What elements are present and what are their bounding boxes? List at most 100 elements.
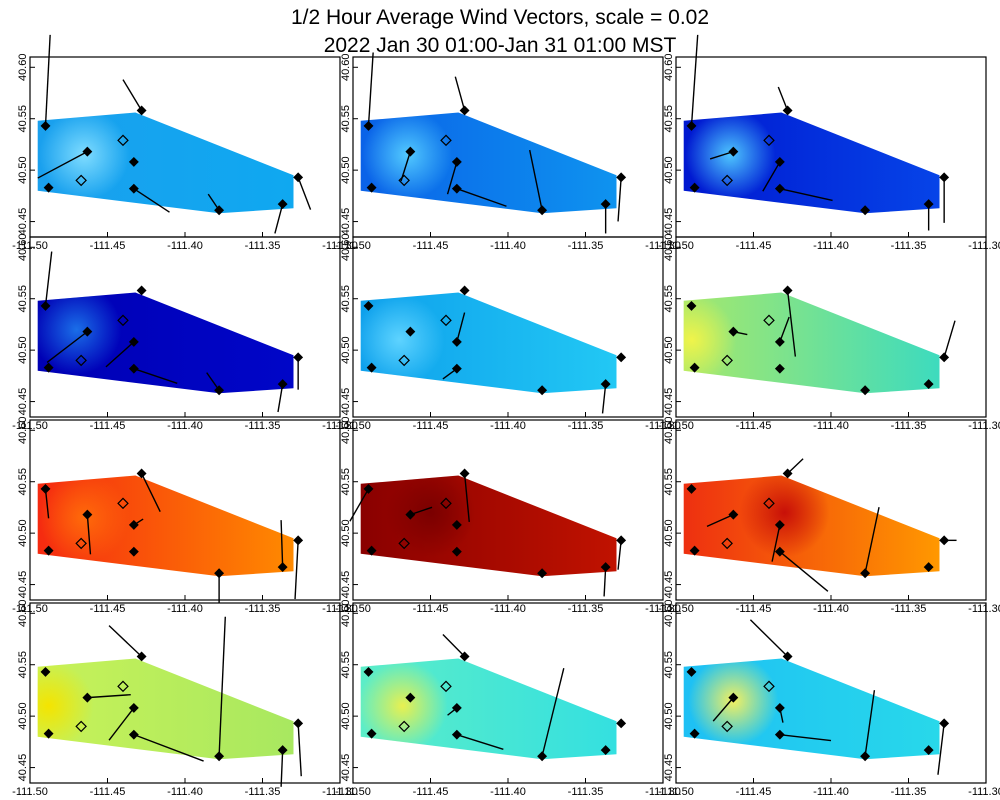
x-tick-label: -111.35 bbox=[891, 603, 927, 615]
wind-vector bbox=[617, 177, 622, 222]
station-marker bbox=[128, 183, 139, 194]
y-tick-label: 40.55 bbox=[663, 651, 675, 679]
wind-vector bbox=[779, 316, 790, 343]
station-marker bbox=[128, 729, 139, 740]
x-tick-label: -111.40 bbox=[490, 786, 526, 798]
station-marker bbox=[363, 483, 374, 494]
y-tick-label: 40.55 bbox=[17, 651, 29, 679]
station-marker bbox=[616, 718, 627, 729]
wind-panel: -111.50-111.45-111.40-111.35-111.3040.45… bbox=[335, 417, 681, 615]
open-station-marker bbox=[721, 354, 733, 367]
station-marker bbox=[451, 363, 462, 374]
wind-panel: -111.50-111.45-111.40-111.35-111.3040.45… bbox=[658, 600, 1000, 798]
station-marker bbox=[459, 651, 470, 662]
wind-field-highlight bbox=[360, 112, 617, 214]
y-tick-label: 40.55 bbox=[663, 285, 675, 313]
station-marker bbox=[128, 546, 139, 557]
x-tick-label: -111.30 bbox=[968, 786, 1000, 798]
wind-vector bbox=[864, 507, 880, 574]
station-marker bbox=[277, 199, 288, 210]
station-marker bbox=[537, 385, 548, 396]
wind-vector bbox=[122, 79, 143, 111]
x-tick-label: -111.35 bbox=[568, 603, 604, 615]
y-tick-label: 40.55 bbox=[17, 105, 29, 133]
y-tick-label: 40.60 bbox=[663, 54, 675, 82]
wind-field-highlight bbox=[37, 475, 294, 577]
wind-vector bbox=[529, 149, 543, 211]
station-marker bbox=[774, 702, 785, 713]
station-marker bbox=[214, 385, 225, 396]
station-marker bbox=[43, 728, 54, 739]
x-tick-label: -111.45 bbox=[736, 603, 772, 615]
x-tick-label: -111.35 bbox=[568, 420, 604, 432]
wind-vector bbox=[206, 372, 220, 391]
wind-vector bbox=[297, 723, 302, 777]
wind-vector bbox=[779, 187, 833, 202]
y-tick-label: 40.45 bbox=[663, 754, 675, 782]
wind-vector bbox=[601, 384, 607, 414]
wind-vector bbox=[712, 697, 734, 722]
station-marker bbox=[451, 156, 462, 167]
wind-panel: -111.50-111.45-111.40-111.35-111.3040.45… bbox=[12, 234, 358, 432]
wind-vector bbox=[108, 625, 143, 657]
open-station-marker bbox=[117, 680, 129, 693]
wind-vector bbox=[86, 514, 92, 555]
station-marker bbox=[128, 156, 139, 167]
wind-panel: -111.50-111.45-111.40-111.35-111.3040.45… bbox=[658, 34, 1000, 252]
station-marker bbox=[451, 183, 462, 194]
wind-field-highlight bbox=[683, 475, 940, 577]
station-marker bbox=[860, 385, 871, 396]
wind-vector bbox=[44, 251, 53, 306]
station-marker bbox=[214, 205, 225, 216]
station-marker bbox=[366, 362, 377, 373]
station-marker bbox=[774, 546, 785, 557]
y-tick-label: 40.60 bbox=[340, 234, 352, 262]
station-marker bbox=[939, 352, 950, 363]
station-marker bbox=[923, 199, 934, 210]
x-tick-label: -111.35 bbox=[568, 786, 604, 798]
wind-vector bbox=[44, 34, 51, 126]
x-tick-label: -111.40 bbox=[167, 420, 203, 432]
open-station-marker bbox=[398, 720, 410, 733]
x-tick-label: -111.40 bbox=[167, 786, 203, 798]
wind-vector bbox=[400, 151, 412, 182]
x-tick-label: -111.40 bbox=[813, 786, 849, 798]
open-station-marker bbox=[75, 720, 87, 733]
wind-vector bbox=[280, 750, 284, 787]
station-marker bbox=[405, 146, 416, 157]
wind-vector bbox=[367, 52, 374, 126]
panel-grid: -111.50 -111.45 -111.40 -111.35 -111.30 40.45… bbox=[12, 34, 1000, 798]
wind-panel: -111.50-111.45-111.40-111.35-111.3040.45… bbox=[12, 417, 358, 615]
open-station-marker bbox=[75, 174, 87, 187]
y-tick-label: 40.50 bbox=[340, 336, 352, 364]
x-tick-label: -111.35 bbox=[245, 420, 281, 432]
station-marker bbox=[363, 666, 374, 677]
wind-vector bbox=[771, 524, 781, 562]
x-tick-label: -111.30 bbox=[322, 786, 358, 798]
open-station-marker bbox=[117, 497, 129, 510]
station-marker bbox=[459, 285, 470, 296]
y-tick-label: 40.60 bbox=[340, 600, 352, 628]
station-marker bbox=[774, 363, 785, 374]
chart-title: 1/2 Hour Average Wind Vectors, scale = 0… bbox=[291, 6, 709, 29]
wind-vector bbox=[456, 733, 504, 751]
wind-panel: -111.50-111.45-111.40-111.35-111.3040.45… bbox=[12, 600, 358, 798]
station-marker bbox=[214, 568, 225, 579]
y-tick-label: 40.45 bbox=[17, 388, 29, 416]
y-tick-label: 40.50 bbox=[17, 336, 29, 364]
station-marker bbox=[82, 692, 93, 703]
y-tick-label: 40.50 bbox=[17, 156, 29, 184]
wind-vector bbox=[690, 34, 699, 126]
station-marker bbox=[293, 172, 304, 183]
station-marker bbox=[451, 729, 462, 740]
station-marker bbox=[277, 562, 288, 573]
x-tick-label: -111.50 bbox=[335, 786, 371, 798]
station-marker bbox=[459, 468, 470, 479]
wind-vector bbox=[44, 488, 50, 519]
wind-vector bbox=[294, 540, 299, 600]
y-tick-label: 40.50 bbox=[340, 156, 352, 184]
y-tick-label: 40.60 bbox=[663, 600, 675, 628]
station-marker bbox=[686, 666, 697, 677]
station-marker bbox=[136, 651, 147, 662]
station-marker bbox=[939, 172, 950, 183]
